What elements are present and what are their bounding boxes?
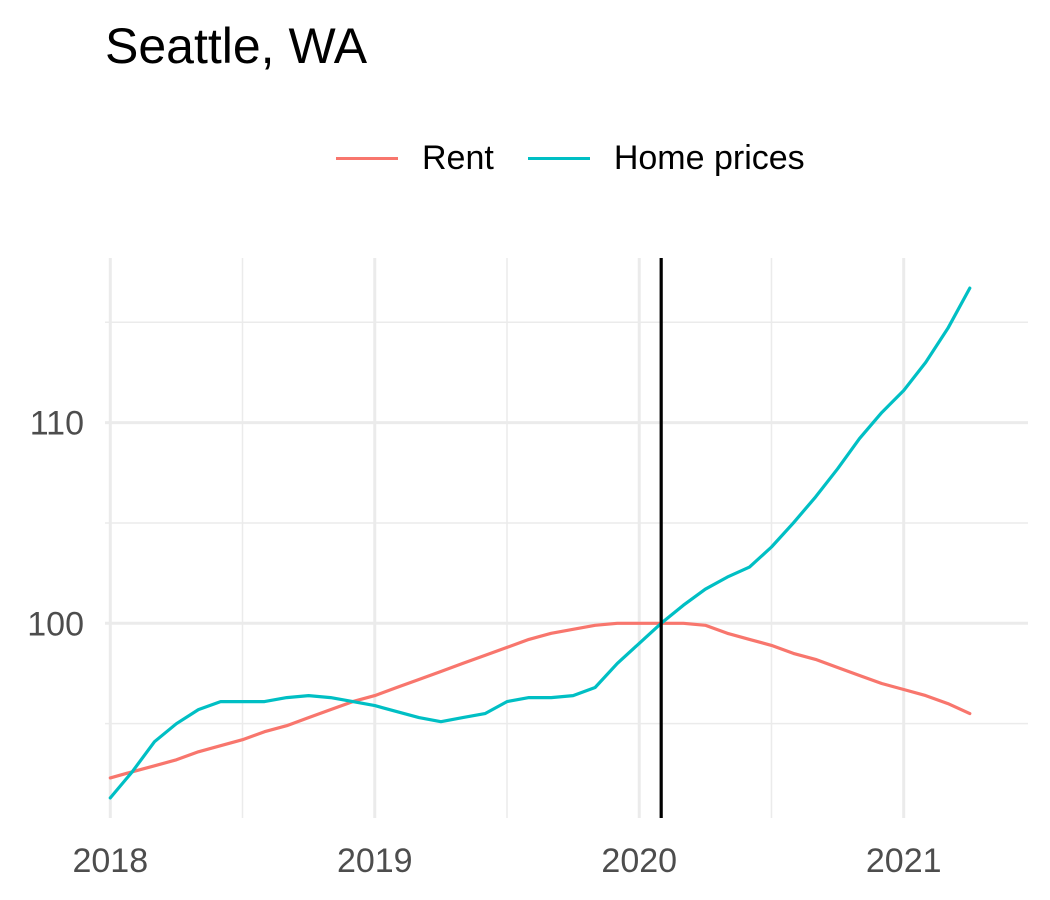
- legend-label-home-prices: Home prices: [613, 138, 805, 177]
- legend-label-rent: Rent: [422, 138, 494, 177]
- series-line-home-prices: [108, 286, 972, 800]
- x-tick-label-2018: 2018: [72, 842, 148, 880]
- chart-legend: Rent Home prices: [336, 136, 805, 180]
- x-tick-label-2020: 2020: [601, 842, 677, 880]
- chart-title: Seattle, WA: [105, 18, 368, 74]
- legend-item-home-prices: Home prices: [527, 138, 805, 178]
- x-axis-tick-labels: 2018 2019 2020 2021: [72, 842, 941, 880]
- series-layer: [108, 286, 972, 800]
- grid-minor: [105, 258, 1028, 818]
- y-tick-label-110: 110: [30, 405, 84, 443]
- x-tick-label-2021: 2021: [866, 842, 942, 880]
- y-tick-label-100: 100: [27, 605, 84, 643]
- legend-key-home-prices: [527, 156, 590, 160]
- y-axis-tick-labels: 100 110: [27, 405, 84, 644]
- grid-major: [105, 258, 1028, 818]
- series-line-rent: [108, 621, 972, 780]
- legend-item-rent: Rent: [336, 139, 494, 178]
- x-tick-label-2019: 2019: [337, 842, 413, 880]
- legend-key-rent: [336, 156, 398, 160]
